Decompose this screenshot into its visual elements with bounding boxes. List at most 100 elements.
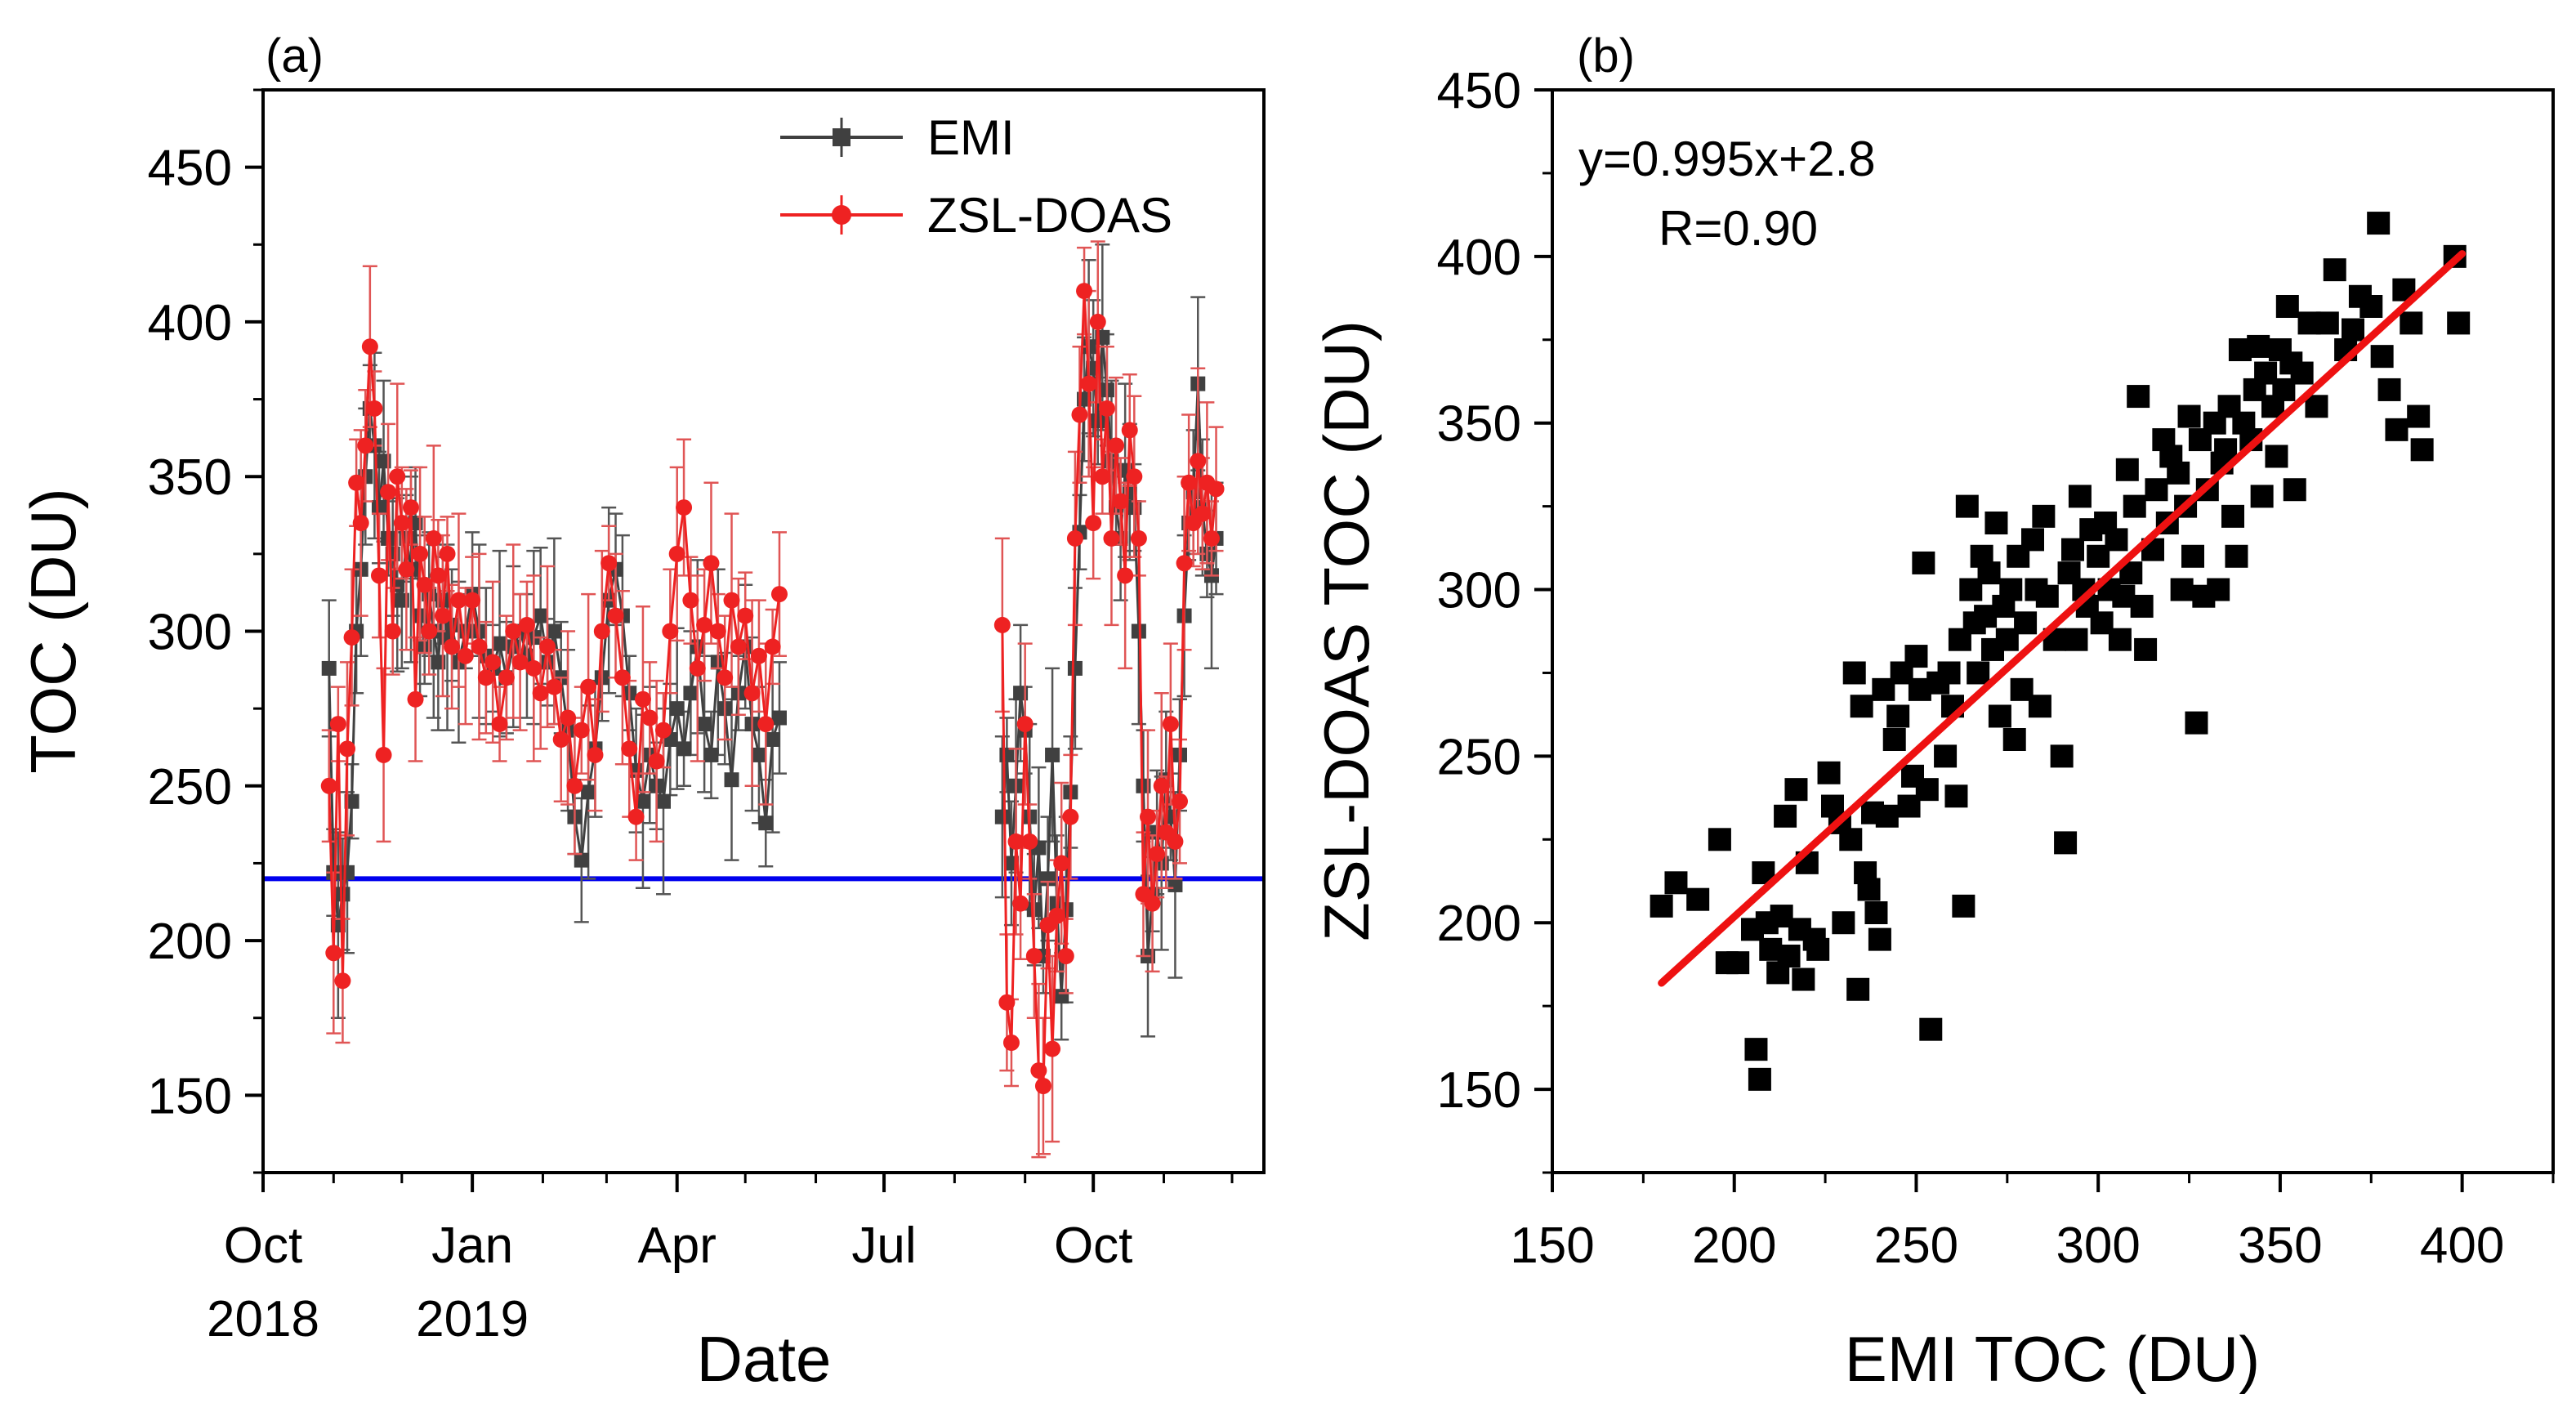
x-tick-label: Jan [431, 1218, 513, 1274]
data-point [1817, 761, 1841, 784]
data-point [348, 474, 365, 491]
y-tick-label: 200 [1437, 896, 1521, 952]
data-point [1167, 833, 1184, 850]
data-point [2108, 628, 2132, 651]
data-point [1777, 945, 1801, 967]
data-point [668, 545, 685, 562]
data-point [1686, 887, 1710, 911]
data-point [743, 685, 761, 702]
data-point [1708, 828, 1731, 851]
data-point [484, 654, 502, 671]
data-point [1208, 480, 1225, 498]
data-point [2021, 528, 2044, 552]
data-point [2290, 361, 2314, 385]
data-point [2315, 311, 2339, 335]
data-point [689, 659, 706, 677]
data-point [1176, 555, 1193, 572]
data-point [1181, 474, 1198, 491]
x-tick-label: Apr [637, 1218, 716, 1274]
data-point [1121, 422, 1138, 439]
data-point [1864, 901, 1888, 924]
panel-b-frame [1551, 88, 2555, 1174]
x-tick-label: 2019 [416, 1291, 529, 1347]
data-point [1103, 530, 1120, 547]
data-point [511, 654, 529, 671]
data-point [1167, 877, 1183, 892]
data-point [1002, 1034, 1020, 1051]
data-point [2065, 628, 2088, 651]
data-point [1108, 437, 1125, 454]
correlation-annotation: R=0.90 [1659, 201, 1818, 256]
y-tick-label: 150 [1437, 1062, 1521, 1119]
x-tick-label: 2018 [207, 1291, 319, 1347]
data-point [696, 616, 713, 633]
data-point [471, 638, 488, 655]
data-point [552, 731, 569, 748]
data-point [1034, 1078, 1051, 1094]
panel-a-plot-area [263, 240, 1264, 1159]
data-point [450, 592, 467, 609]
data-point [2247, 334, 2270, 358]
data-point [1988, 704, 2011, 728]
data-point [662, 623, 679, 640]
data-point [384, 623, 401, 640]
data-point [2385, 418, 2409, 441]
data-point [1089, 313, 1106, 330]
data-point [1021, 833, 1038, 850]
data-point [2275, 295, 2299, 318]
data-point [352, 515, 369, 531]
data-point [2410, 438, 2434, 462]
data-point [407, 690, 424, 708]
data-point [627, 808, 645, 825]
data-point [2002, 728, 2026, 751]
data-point [1832, 911, 1855, 935]
y-tick-label: 400 [1437, 230, 1521, 286]
data-point [2323, 258, 2346, 282]
data-point [1650, 894, 1673, 918]
y-tick-label: 350 [1437, 396, 1521, 453]
data-point [697, 717, 712, 732]
data-point [2370, 345, 2394, 369]
panel-a-axes: 150 200 250 300 350 400 450 Oct 2018 Jan 2019 Apr Ju… [148, 88, 1234, 1347]
data-point [1044, 1040, 1061, 1057]
data-point [1016, 716, 1034, 733]
panel-a: (a) 150 200 250 300 350 400 450 Oct 2018 Jan 2019 A… [17, 29, 1266, 1395]
data-point [676, 499, 693, 516]
data-point [1062, 808, 1079, 825]
data-point [757, 716, 775, 733]
data-point [1194, 505, 1211, 522]
data-point [2145, 478, 2168, 502]
data-point [1171, 793, 1188, 810]
data-point [1066, 530, 1083, 547]
data-point [1098, 400, 1115, 417]
data-point [999, 747, 1015, 762]
data-point [533, 608, 548, 623]
data-point [2032, 504, 2056, 528]
data-point [1162, 716, 1179, 733]
data-point [593, 623, 610, 640]
data-point [434, 607, 451, 624]
data-point [439, 545, 456, 562]
data-point [444, 638, 461, 655]
data-point [717, 669, 734, 686]
data-point [560, 709, 577, 726]
data-point [335, 887, 350, 902]
data-point [1112, 493, 1129, 510]
data-point [2221, 504, 2244, 528]
y-tick-label: 250 [148, 759, 232, 816]
panel-a-y-axis-title: TOC (DU) [17, 488, 89, 774]
data-point [464, 592, 481, 609]
panel-b-axes: 150 200 250 300 350 400 450 150 200 250 300 350 400 [1437, 63, 2555, 1274]
data-point [532, 685, 549, 702]
data-point [683, 686, 699, 701]
data-point [492, 636, 507, 651]
data-point [339, 740, 356, 757]
y-tick-label: 300 [148, 605, 232, 661]
data-point [2170, 578, 2194, 601]
data-point [2185, 711, 2208, 735]
data-point [546, 678, 563, 695]
data-point [764, 638, 781, 655]
panel-b-plot-area [1650, 212, 2471, 1091]
data-point [1857, 878, 1881, 901]
data-point [1868, 927, 1891, 951]
